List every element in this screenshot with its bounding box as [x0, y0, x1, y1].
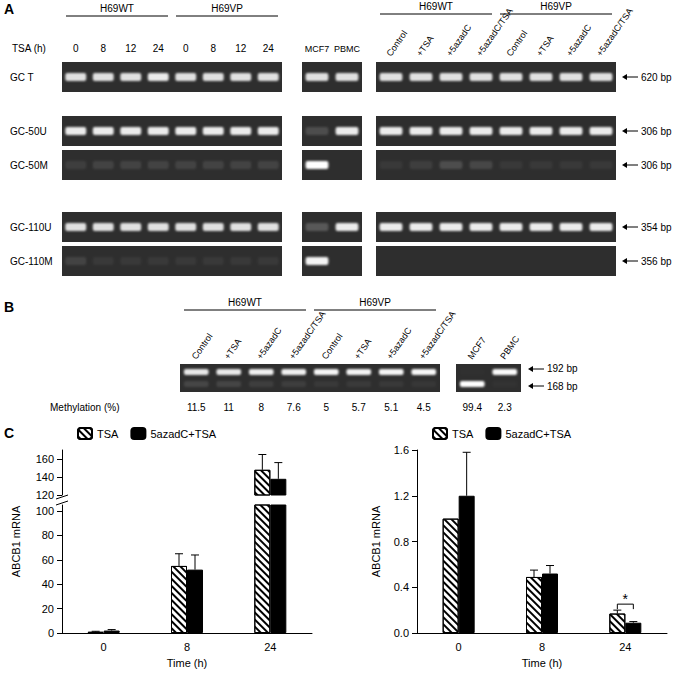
- svg-text:Control: Control: [320, 332, 345, 362]
- svg-text:+TSA: +TSA: [534, 34, 555, 58]
- svg-text:8: 8: [184, 641, 190, 653]
- svg-text:140: 140: [36, 471, 54, 483]
- svg-text:0: 0: [183, 43, 189, 54]
- svg-text:+5azadC: +5azadC: [444, 22, 473, 58]
- svg-text:620 bp: 620 bp: [641, 72, 672, 83]
- svg-text:TSA (h): TSA (h): [12, 43, 46, 54]
- svg-text:0: 0: [101, 641, 107, 653]
- svg-text:4.5: 4.5: [417, 402, 431, 413]
- svg-text:PBMC: PBMC: [334, 44, 361, 54]
- svg-text:0: 0: [48, 627, 54, 639]
- svg-text:ABCB1 mRNA: ABCB1 mRNA: [370, 505, 382, 577]
- svg-text:8: 8: [539, 641, 545, 653]
- svg-text:24: 24: [619, 641, 631, 653]
- svg-text:2.3: 2.3: [498, 402, 512, 413]
- svg-text:160: 160: [36, 453, 54, 465]
- svg-text:5.7: 5.7: [352, 402, 366, 413]
- svg-text:GC T: GC T: [10, 72, 34, 83]
- svg-text:306 bp: 306 bp: [641, 126, 672, 137]
- svg-text:MCF7: MCF7: [305, 44, 330, 54]
- svg-text:GC-50M: GC-50M: [10, 160, 48, 171]
- svg-text:+5azadC: +5azadC: [255, 325, 284, 361]
- svg-text:11: 11: [224, 402, 235, 413]
- svg-text:Control: Control: [384, 29, 409, 59]
- svg-text:24: 24: [153, 43, 165, 54]
- svg-text:Control: Control: [504, 29, 529, 59]
- svg-text:1.2: 1.2: [394, 490, 409, 502]
- svg-text:120: 120: [36, 489, 54, 501]
- svg-text:H69WT: H69WT: [100, 3, 134, 14]
- svg-text:40: 40: [42, 578, 54, 590]
- svg-text:TSA: TSA: [452, 428, 474, 440]
- svg-text:24: 24: [264, 641, 276, 653]
- svg-text:192 bp: 192 bp: [547, 363, 578, 374]
- svg-text:12: 12: [125, 43, 137, 54]
- svg-text:C: C: [4, 425, 14, 441]
- svg-text:GC-110U: GC-110U: [10, 222, 52, 233]
- svg-text:5azadC+TSA: 5azadC+TSA: [505, 428, 571, 440]
- svg-text:+5azadC/TSA: +5azadC/TSA: [594, 6, 634, 58]
- svg-text:+5azadC/TSA: +5azadC/TSA: [474, 6, 515, 59]
- svg-text:B: B: [4, 299, 14, 315]
- svg-text:356 bp: 356 bp: [641, 256, 672, 267]
- svg-text:100: 100: [36, 505, 54, 517]
- svg-text:GC-50U: GC-50U: [10, 126, 47, 137]
- svg-text:80: 80: [42, 529, 54, 541]
- svg-text:306 bp: 306 bp: [641, 160, 672, 171]
- svg-text:11.5: 11.5: [187, 402, 206, 413]
- svg-text:H69VP: H69VP: [211, 3, 243, 14]
- svg-text:5.1: 5.1: [384, 402, 398, 413]
- svg-text:168 bp: 168 bp: [547, 381, 578, 392]
- svg-text:+TSA: +TSA: [352, 337, 373, 361]
- svg-text:H69WT: H69WT: [228, 297, 262, 308]
- svg-text:99.4: 99.4: [463, 402, 483, 413]
- svg-text:8: 8: [100, 43, 106, 54]
- svg-text:GC-110M: GC-110M: [10, 256, 53, 267]
- svg-text:5: 5: [323, 402, 329, 413]
- svg-text:+TSA: +TSA: [222, 337, 243, 361]
- svg-text:Methylation (%): Methylation (%): [50, 402, 119, 413]
- svg-text:5azadC+TSA: 5azadC+TSA: [150, 428, 216, 440]
- svg-text:Time (h): Time (h): [522, 657, 563, 669]
- svg-text:0.0: 0.0: [394, 627, 409, 639]
- svg-text:Time (h): Time (h): [167, 657, 208, 669]
- svg-text:ABCB1 mRNA: ABCB1 mRNA: [10, 505, 22, 577]
- svg-text:0.8: 0.8: [394, 536, 409, 548]
- svg-text:H69VP: H69VP: [359, 297, 391, 308]
- svg-text:354 bp: 354 bp: [641, 222, 672, 233]
- svg-text:A: A: [4, 1, 14, 17]
- svg-text:Control: Control: [190, 332, 215, 362]
- svg-text:H69WT: H69WT: [419, 1, 453, 12]
- svg-text:24: 24: [263, 43, 275, 54]
- svg-text:7.6: 7.6: [287, 402, 301, 413]
- svg-text:0: 0: [456, 641, 462, 653]
- svg-text:H69VP: H69VP: [540, 1, 572, 12]
- svg-text:+TSA: +TSA: [414, 34, 435, 58]
- svg-text:+5azadC/TSA: +5azadC/TSA: [417, 309, 457, 361]
- svg-text:+5azadC/TSA: +5azadC/TSA: [287, 309, 328, 362]
- svg-text:0.4: 0.4: [394, 581, 409, 593]
- svg-text:+5azadC: +5azadC: [564, 22, 593, 58]
- svg-text:12: 12: [235, 43, 247, 54]
- svg-text:TSA: TSA: [97, 428, 119, 440]
- svg-text:*: *: [623, 591, 629, 607]
- svg-text:8: 8: [210, 43, 216, 54]
- svg-text:MCF7: MCF7: [466, 335, 488, 361]
- svg-text:PBMC: PBMC: [498, 334, 521, 361]
- svg-text:0: 0: [73, 43, 79, 54]
- svg-text:20: 20: [42, 603, 54, 615]
- svg-text:60: 60: [42, 554, 54, 566]
- svg-text:+5azadC: +5azadC: [385, 325, 414, 361]
- svg-text:1.6: 1.6: [394, 444, 409, 456]
- svg-text:8: 8: [258, 402, 264, 413]
